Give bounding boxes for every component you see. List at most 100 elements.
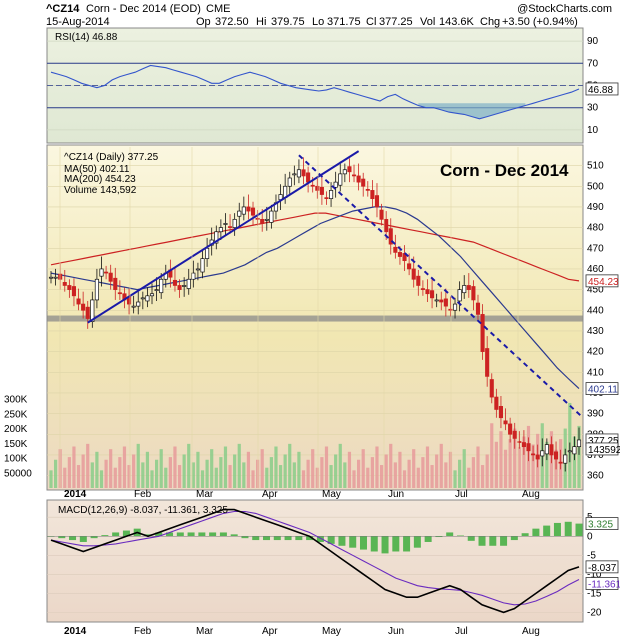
volume-bar	[384, 454, 388, 488]
rsi-line	[50, 64, 580, 120]
volume-bar	[517, 447, 521, 488]
ma200-line	[50, 212, 580, 282]
macd-histogram-bar	[370, 536, 378, 552]
candle-body	[232, 218, 237, 228]
macd-histogram-bar	[392, 536, 400, 552]
macd-line	[50, 508, 580, 614]
volume-bar	[118, 457, 122, 488]
volume-bar	[343, 462, 347, 488]
macd-last-label-box	[585, 560, 619, 574]
volume-bar	[338, 443, 342, 488]
candle-body	[292, 173, 297, 176]
volume-bar	[572, 436, 577, 488]
volume-bar	[86, 443, 90, 488]
macd-histogram-bar	[564, 521, 572, 537]
volume-bar	[471, 457, 475, 488]
volume-bar	[113, 467, 117, 488]
macd-histogram-bar	[467, 536, 475, 541]
macd-histogram-bar	[144, 534, 152, 537]
macd-tick-label: -15	[587, 588, 602, 599]
volume-bar	[164, 467, 168, 488]
volume-bar	[476, 446, 480, 488]
candle-body	[200, 258, 205, 273]
volume-bar	[297, 451, 301, 488]
volume-last-label-box	[585, 442, 619, 456]
macd-histogram-bar	[58, 536, 66, 539]
candle-body	[250, 207, 256, 216]
candle-body	[347, 166, 352, 173]
support-band	[47, 315, 583, 322]
candle-body	[241, 206, 246, 215]
volume-bar	[458, 459, 462, 488]
rsi-tick-label: 70	[587, 58, 599, 69]
volume-bar	[269, 457, 273, 488]
macd-tick-label: 0	[587, 531, 593, 542]
candle-body	[425, 289, 430, 295]
candle-body	[85, 306, 90, 319]
macd-tick-label: -5	[587, 550, 596, 561]
volume-bar	[379, 465, 384, 488]
volume-bar	[127, 465, 131, 488]
price-tick-label: 470	[587, 243, 604, 254]
candle-body	[140, 297, 145, 300]
volume-tick-label: 250K	[4, 409, 28, 420]
price-tick-label: 390	[587, 409, 604, 420]
candle-body	[480, 314, 485, 352]
price-tick-label: 500	[587, 181, 604, 192]
rsi-tick-label: 90	[587, 36, 599, 47]
candle-body	[393, 246, 398, 253]
candle-body	[365, 189, 370, 191]
macd-histogram-bar	[230, 534, 238, 537]
candle-body	[517, 441, 522, 443]
candle-body	[287, 177, 292, 187]
volume-bar	[67, 457, 71, 488]
month-label: Feb	[134, 626, 152, 637]
volume-bar	[205, 459, 209, 488]
rsi-legend: RSI(14) 46.88	[55, 32, 118, 43]
ma50-last-label-box	[585, 382, 619, 395]
volume-bar	[490, 423, 494, 488]
macd-signal-last-label-box	[585, 577, 619, 590]
volume-bar	[320, 457, 324, 488]
candle-body	[296, 169, 301, 178]
macd-histogram-bar	[435, 536, 443, 538]
candle-body	[553, 451, 559, 460]
volume-bar	[173, 446, 177, 488]
macd-histogram-bar	[252, 536, 260, 541]
candle-body	[466, 285, 471, 290]
volume-bar	[99, 470, 104, 488]
volume-bar	[260, 449, 264, 488]
month-label: Jun	[388, 489, 404, 500]
candle-body	[324, 197, 329, 200]
macd-histogram-bar	[413, 536, 421, 548]
volume-bar	[168, 457, 172, 488]
price-tick-label: 430	[587, 326, 604, 337]
month-label: Feb	[134, 489, 152, 500]
volume-bar	[508, 439, 512, 488]
volume-bar	[237, 443, 241, 488]
volume-bar	[292, 462, 296, 488]
volume-bar	[416, 467, 420, 488]
volume-last-label: 143592	[588, 445, 620, 456]
ma200-last-label-box	[585, 274, 619, 288]
candle-body	[563, 454, 568, 464]
volume-bar	[72, 446, 76, 488]
volume-bar	[315, 467, 319, 488]
volume-bar	[200, 470, 205, 488]
volume-bar	[389, 443, 393, 488]
macd-histogram-bar	[327, 536, 335, 544]
candle-body	[475, 302, 481, 315]
macd-tick-label: -20	[587, 607, 602, 618]
volume-bar	[444, 462, 448, 488]
macd-hist-last-label: 3.325	[588, 520, 613, 531]
volume-bar	[251, 470, 255, 488]
macd-histogram-bar	[273, 536, 281, 541]
volume-bar	[462, 449, 466, 488]
close-value: 377.25	[379, 16, 413, 28]
volume-bar	[407, 459, 411, 488]
volume-bar	[439, 443, 443, 488]
chart-layers: 103050709046.883603703803904004104204304…	[4, 36, 620, 618]
candle-body	[218, 227, 223, 233]
macd-histogram-bar	[198, 532, 206, 537]
candle-body	[420, 288, 425, 290]
